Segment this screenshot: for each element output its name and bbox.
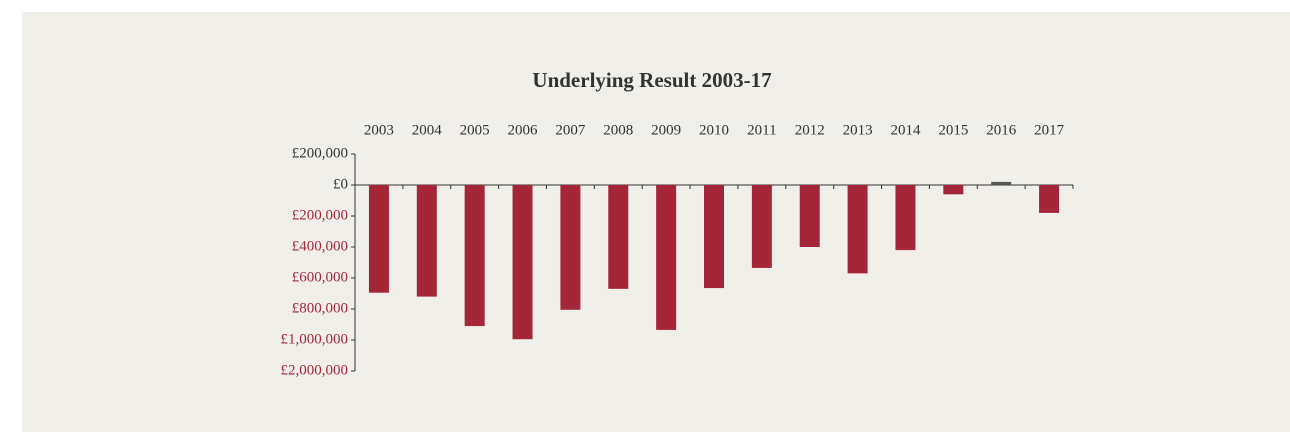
bar (704, 185, 724, 289)
bar (799, 185, 820, 247)
bar (991, 181, 1012, 185)
y-tick-label: £1,000,000 (281, 331, 349, 347)
x-tick-label: 2015 (938, 122, 968, 138)
bar (656, 185, 677, 330)
x-tick-label: 2012 (795, 122, 825, 138)
x-tick-label: 2003 (364, 122, 394, 138)
bar (1039, 185, 1060, 213)
x-tick-label: 2010 (699, 122, 729, 138)
bar (416, 185, 437, 297)
x-tick-label: 2013 (843, 122, 873, 138)
y-tick-label: £200,000 (292, 145, 348, 161)
x-tick-label: 2016 (986, 122, 1017, 138)
bar (512, 185, 533, 340)
x-tick-label: 2014 (890, 122, 921, 138)
x-tick-label: 2017 (1034, 122, 1065, 138)
bar (943, 185, 964, 195)
bar (368, 185, 389, 293)
bar (608, 185, 629, 289)
x-tick-label: 2008 (603, 122, 633, 138)
x-tick-label: 2004 (412, 122, 443, 138)
bar (751, 185, 772, 268)
x-tick-label: 2011 (747, 122, 776, 138)
y-tick-label: £200,000 (292, 207, 348, 223)
x-tick-label: 2006 (508, 122, 539, 138)
y-tick-label: £800,000 (292, 300, 348, 316)
bar (895, 185, 916, 251)
x-tick-label: 2007 (555, 122, 586, 138)
bar (464, 185, 485, 327)
y-tick-label: £400,000 (292, 238, 348, 254)
y-tick-label: £2,000,000 (281, 362, 349, 378)
bar (847, 185, 868, 274)
y-tick-label: £0 (333, 176, 348, 192)
y-tick-label: £600,000 (292, 269, 348, 285)
x-tick-label: 2005 (460, 122, 490, 138)
bar (560, 185, 581, 310)
panel (22, 12, 1290, 432)
x-tick-label: 2009 (651, 122, 681, 138)
chart-title: Underlying Result 2003-17 (532, 68, 771, 92)
